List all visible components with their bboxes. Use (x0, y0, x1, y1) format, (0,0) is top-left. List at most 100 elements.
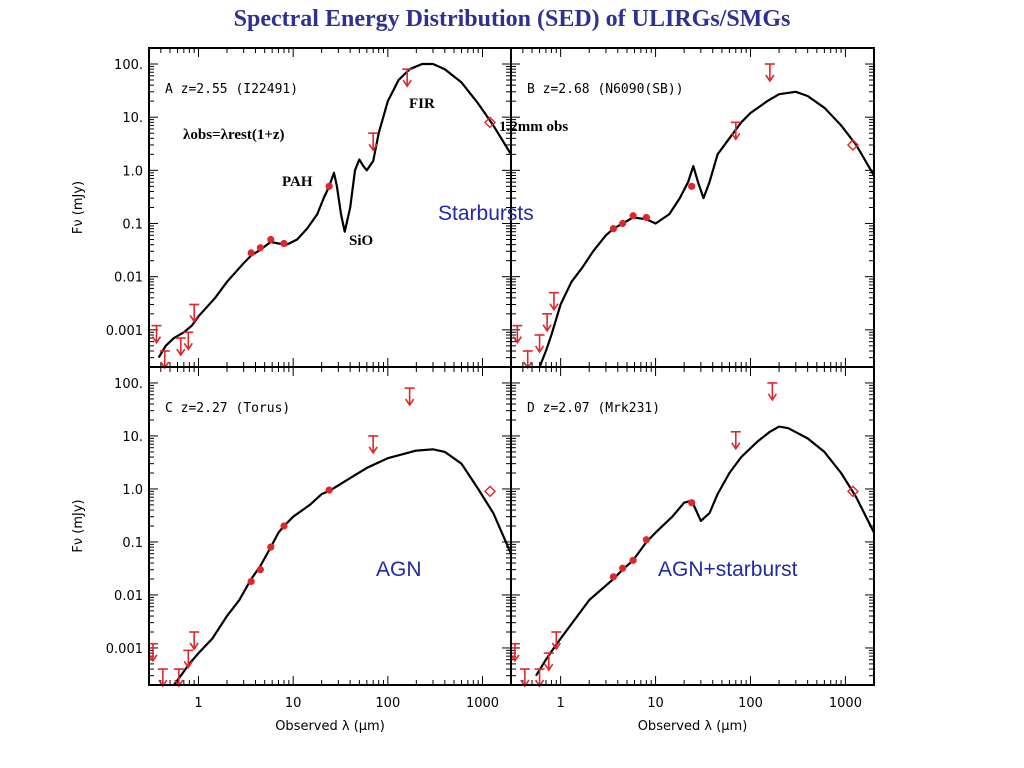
upper-limit-head (402, 79, 412, 88)
x-tick-label: 100 (738, 696, 763, 711)
y-axis-label: Fν (mJy) (71, 499, 86, 552)
upper-limit-head (534, 345, 545, 354)
detection-point (642, 213, 650, 222)
detection-point (267, 543, 275, 551)
submm-point (846, 138, 859, 151)
upper-limit-arrow (368, 435, 379, 455)
detection-point (280, 522, 288, 530)
upper-limit-head (148, 654, 158, 663)
detection-point (256, 566, 264, 574)
y-tick-label: 100. (114, 58, 143, 73)
detection-point (609, 225, 618, 233)
starbursts-label: Starbursts (438, 202, 534, 225)
y-tick-label: 0.1 (122, 218, 143, 233)
panel-label: C z=2.27 (Torus) (165, 401, 290, 416)
y-tick-label: 100. (114, 377, 143, 392)
detection-point (629, 212, 637, 220)
upper-limit-head (368, 446, 378, 455)
upper-limit-arrow (542, 313, 553, 333)
x-tick-label: 10 (647, 696, 664, 711)
detection-point (619, 219, 627, 228)
y-tick-label: 1.0 (122, 164, 143, 179)
upper-limit-head (765, 74, 775, 83)
upper-limit-head (551, 642, 561, 651)
upper-limit-arrow (551, 631, 562, 651)
upper-limit-head (183, 660, 193, 669)
panel-label: A z=2.55 (I22491) (165, 82, 298, 97)
upper-limit-head (183, 342, 193, 351)
sed-panel-d: D z=2.07 (Mrk231) 1 10 100 1000 Observed λ (μ… (509, 366, 875, 734)
sed-curve (157, 62, 511, 359)
sio-label: SiO (349, 233, 374, 249)
upper-limit-head (510, 654, 520, 663)
y-tick-label: 1.0 (122, 483, 143, 498)
upper-limit-head (189, 315, 199, 323)
detection-point (325, 182, 333, 190)
upper-limit-head (404, 398, 415, 407)
detection-point (609, 573, 618, 581)
detection-point (267, 235, 275, 244)
detection-point (247, 577, 255, 586)
upper-limit-head (151, 336, 162, 345)
upper-limit-arrow (404, 387, 415, 407)
upper-limit-arrow (183, 649, 194, 669)
y-tick-label: 0.001 (106, 324, 143, 339)
x-tick-label: 1 (194, 696, 202, 711)
upper-limit-head (368, 143, 378, 152)
detection-point (619, 564, 627, 572)
y-tick-label: 0.01 (114, 589, 143, 604)
upper-limit-arrow (534, 334, 545, 354)
x-axis-label: Observed λ (μm) (275, 719, 385, 734)
sed-panel-b: B z=2.68 (N6090(SB)) (510, 47, 875, 370)
submm-point (846, 485, 859, 498)
upper-limit-head (512, 336, 523, 345)
detection-point (256, 244, 264, 252)
detection-point (688, 499, 696, 507)
panel-label: D z=2.07 (Mrk231) (527, 401, 660, 416)
upper-limit-arrow (175, 337, 186, 357)
upper-limit-head (534, 679, 545, 688)
upper-limit-arrow (764, 63, 775, 83)
upper-limit-head (544, 663, 554, 672)
sed-panel-a: A z=2.55 (I22491) 100. 10. 1.0 0.1 0.01 0.001 F… (71, 47, 512, 370)
upper-limit-arrow (189, 631, 200, 651)
sed-curve (535, 425, 874, 677)
upper-limit-arrow (522, 350, 533, 370)
pah-label: PAH (282, 174, 313, 190)
detection-point (247, 249, 255, 257)
upper-limit-head (174, 679, 184, 688)
x-tick-label: 10 (285, 696, 302, 711)
y-tick-label: 0.001 (106, 642, 143, 657)
upper-limit-arrow (767, 382, 778, 402)
submm-point (484, 485, 496, 498)
agn-label: AGN (376, 558, 422, 581)
lambda-relation-label: λobs=λrest(1+z) (183, 127, 285, 143)
sed-curve (173, 448, 511, 685)
x-tick-label: 100 (375, 696, 400, 711)
submm-point (484, 116, 496, 129)
x-tick-label: 1000 (466, 696, 499, 711)
detection-point (280, 239, 288, 248)
upper-limit-head (189, 642, 199, 651)
upper-limit-head (158, 679, 168, 688)
y-tick-label: 10. (122, 430, 143, 445)
upper-limit-arrow (402, 68, 413, 88)
upper-limit-head (176, 348, 186, 357)
upper-limit-arrow (157, 668, 168, 688)
y-tick-label: 10. (122, 111, 143, 126)
upper-limit-arrow (519, 668, 530, 688)
sed-curve (538, 90, 874, 367)
detection-point (629, 556, 637, 564)
upper-limit-head (731, 442, 741, 451)
upper-limit-arrow (730, 430, 741, 451)
detection-point (688, 182, 696, 190)
upper-limit-arrow (730, 121, 741, 141)
fir-label: FIR (409, 96, 435, 112)
upper-limit-arrow (512, 324, 523, 345)
upper-limit-arrow (189, 303, 200, 323)
upper-limit-arrow (548, 291, 559, 312)
x-axis-label: Observed λ (μm) (638, 719, 748, 734)
x-tick-label: 1 (556, 696, 564, 711)
upper-limit-head (549, 303, 559, 312)
